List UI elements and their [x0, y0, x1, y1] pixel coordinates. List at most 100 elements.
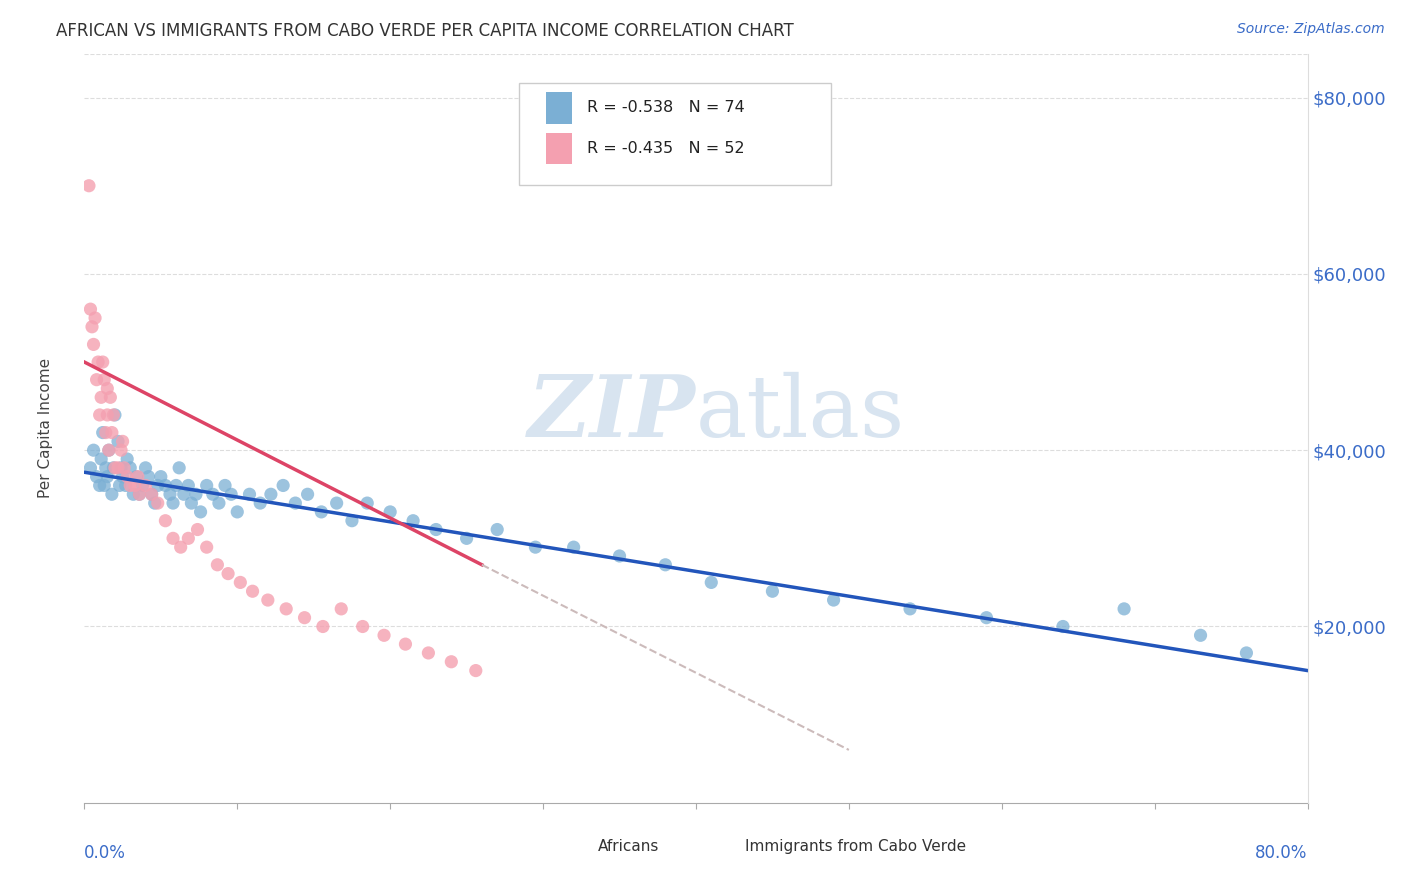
Point: [1236, 646, 1258, 660]
Point: [373, 628, 395, 642]
Point: [208, 496, 231, 510]
Point: [294, 610, 316, 624]
Point: [128, 487, 150, 501]
Point: [1114, 602, 1136, 616]
Point: [177, 478, 200, 492]
Point: [143, 496, 166, 510]
Point: [94, 460, 117, 475]
Point: [654, 558, 676, 572]
Point: [110, 443, 132, 458]
Point: [180, 496, 202, 510]
Point: [77, 178, 100, 193]
Point: [325, 496, 347, 510]
Text: Africans: Africans: [598, 838, 659, 854]
Point: [111, 469, 134, 483]
Point: [312, 619, 335, 633]
Point: [87, 355, 110, 369]
Point: [83, 337, 105, 351]
Point: [440, 655, 463, 669]
Point: [238, 487, 260, 501]
Point: [103, 460, 125, 475]
Point: [167, 460, 190, 475]
Point: [103, 408, 125, 422]
Point: [112, 460, 135, 475]
Text: R = -0.435   N = 52: R = -0.435 N = 52: [588, 141, 745, 156]
Point: [107, 460, 129, 475]
Point: [195, 540, 218, 554]
Point: [356, 496, 378, 510]
Point: [141, 487, 163, 501]
Point: [135, 478, 157, 492]
Point: [456, 532, 478, 546]
Point: [186, 523, 208, 537]
Point: [96, 408, 118, 422]
Point: [89, 478, 111, 492]
Point: [352, 619, 374, 633]
Point: [217, 566, 239, 581]
Point: [340, 514, 363, 528]
Point: [609, 549, 631, 563]
Point: [91, 425, 114, 440]
Point: [297, 487, 319, 501]
Point: [97, 443, 120, 458]
Point: [79, 460, 101, 475]
Point: [170, 540, 193, 554]
Point: [107, 434, 129, 449]
Point: [1052, 619, 1074, 633]
Point: [260, 487, 283, 501]
Text: 0.0%: 0.0%: [84, 844, 127, 862]
FancyBboxPatch shape: [718, 835, 740, 857]
Point: [173, 487, 195, 501]
Point: [177, 532, 200, 546]
Point: [380, 505, 402, 519]
Point: [394, 637, 416, 651]
Point: [79, 302, 101, 317]
Point: [155, 514, 177, 528]
Point: [562, 540, 585, 554]
Text: ZIP: ZIP: [529, 371, 696, 455]
Point: [159, 487, 181, 501]
Point: [165, 478, 187, 492]
Point: [229, 575, 252, 590]
Point: [149, 469, 172, 483]
Point: [761, 584, 783, 599]
Point: [89, 408, 111, 422]
Point: [84, 310, 107, 325]
Point: [86, 469, 108, 483]
Text: R = -0.538   N = 74: R = -0.538 N = 74: [588, 101, 745, 115]
Point: [94, 425, 117, 440]
Point: [146, 478, 169, 492]
Point: [101, 425, 124, 440]
Point: [115, 469, 138, 483]
Point: [155, 478, 177, 492]
Point: [242, 584, 264, 599]
Point: [184, 487, 207, 501]
Point: [700, 575, 723, 590]
Point: [104, 408, 127, 422]
Point: [124, 478, 146, 492]
Point: [93, 373, 115, 387]
Point: [104, 460, 127, 475]
Point: [96, 382, 118, 396]
Text: AFRICAN VS IMMIGRANTS FROM CABO VERDE PER CAPITA INCOME CORRELATION CHART: AFRICAN VS IMMIGRANTS FROM CABO VERDE PE…: [56, 22, 794, 40]
Point: [195, 478, 218, 492]
Point: [120, 478, 142, 492]
FancyBboxPatch shape: [519, 84, 831, 185]
Point: [162, 496, 184, 510]
Point: [97, 443, 120, 458]
Text: Per Capita Income: Per Capita Income: [38, 358, 52, 499]
FancyBboxPatch shape: [571, 835, 593, 857]
Point: [83, 443, 105, 458]
Point: [311, 505, 333, 519]
Point: [190, 505, 212, 519]
Point: [162, 532, 184, 546]
Point: [128, 487, 150, 501]
Point: [110, 460, 132, 475]
Point: [418, 646, 440, 660]
Point: [135, 460, 157, 475]
Point: [141, 487, 163, 501]
Point: [93, 478, 115, 492]
Point: [108, 478, 131, 492]
Point: [330, 602, 353, 616]
Point: [101, 487, 124, 501]
